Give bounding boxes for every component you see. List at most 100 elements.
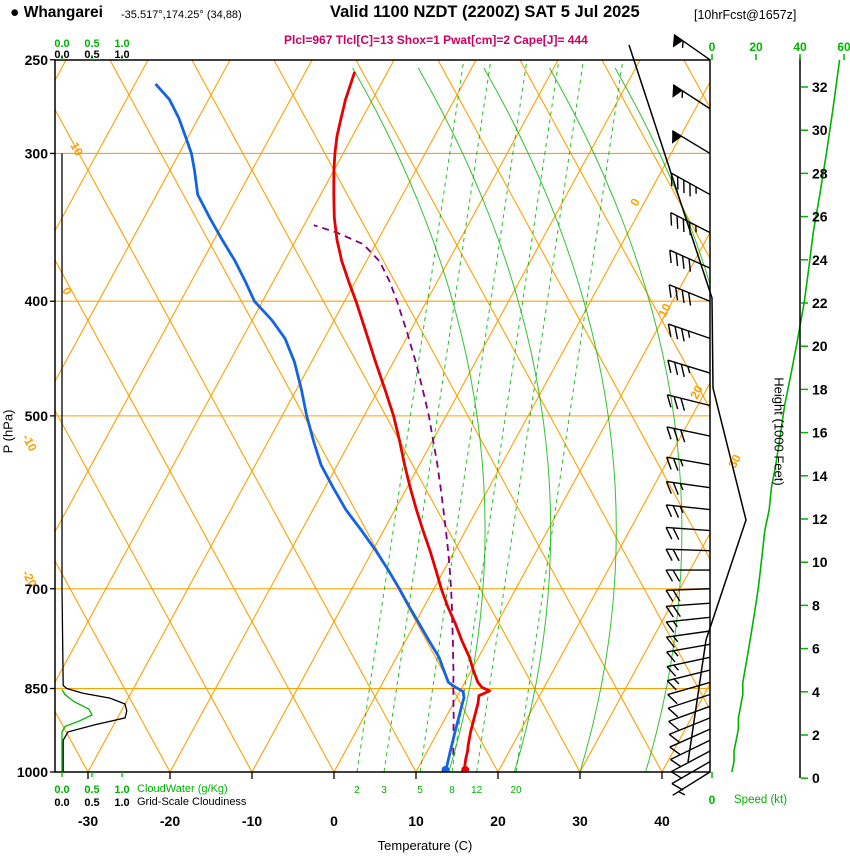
height-tick-label: 30 [812,122,828,138]
isotherm-line [579,532,710,772]
dry-adiabat-label: -10 [19,432,40,454]
speed-tick-label: 60 [837,40,850,54]
temperature-curve [332,71,492,772]
cloud-scale-label: 0.5 [84,49,99,61]
surface-dewpoint-dot [441,766,450,772]
pressure-axis: 250 300 400 500 700 850 1000 [17,52,55,780]
mixing-ratio-label: 5 [417,785,423,796]
moist-adiabat-line [352,67,486,772]
header-station-line: ● Whangarei [10,4,103,22]
parcel-curve [313,224,455,755]
wind-barb [665,548,711,562]
wind-barb [671,130,711,155]
pressure-tick-label: 700 [25,581,49,597]
valid-time: Valid 1100 NZDT (2200Z) SAT 5 Jul 2025 [330,3,640,21]
dry-adiabat-label: 10 [67,140,86,159]
height-tick-label: 2 [812,727,820,743]
isotherm-label: 10 [655,301,674,320]
station-name: Whangarei [23,4,103,21]
wind-barb [668,284,711,306]
height-tick-label: 10 [812,554,828,570]
wind-barb [666,426,711,443]
pressure-tick-label: 850 [25,681,49,697]
wind-barb [666,394,711,411]
moist-adiabat-line [483,67,617,772]
cloud-scale-label: 1.0 [114,784,129,796]
height-tick-label: 24 [812,252,828,268]
mixing-ratio-label: 3 [381,785,387,796]
height-tick-label: 6 [812,641,820,657]
wind-speed-curve [731,59,841,773]
height-tick-label: 20 [812,338,828,354]
mixing-ratio-label: 12 [471,785,483,796]
station-bullet-icon: ● [10,4,20,21]
cloud-scale-label: 0.5 [84,797,99,809]
surface-temp-dot [461,766,470,772]
wind-barb [672,33,711,61]
temperature-axis-title: Temperature (C) [377,838,473,853]
moist-adiabat-line [549,67,683,772]
speed-tick-label: 0 [709,40,716,54]
cloud-scale-label: 0.0 [54,797,69,809]
cloudiness-curve [61,153,128,772]
height-tick-label: 12 [812,511,828,527]
speed-tick-label: 40 [793,40,807,54]
isotherm-line [55,60,231,383]
cloud-profiles [61,153,128,772]
pressure-tick-label: 300 [25,145,49,161]
wind-barb [672,771,711,796]
mixing-ratio-label: 2 [354,785,360,796]
dewpoint-curve [154,82,466,772]
wind-barb [665,569,710,582]
height-tick-label: 16 [812,425,828,441]
temperature-tick-label: -30 [78,813,98,829]
cloud-water-curve [61,689,93,772]
temperature-tick-label: 30 [572,813,588,829]
moist-adiabat-line [614,67,710,286]
height-tick-label: 8 [812,597,820,613]
isotherm-label: 0 [627,196,643,209]
isotherm-line [55,60,149,232]
wind-barb [666,643,711,663]
cloudwater-axis-title: CloudWater (g/Kg) [137,783,228,795]
height-tick-label: 28 [812,165,828,181]
height-tick-label: 26 [812,209,828,225]
forecast-info: [10hrFcst@1657z] [694,8,797,22]
temperature-tick-label: -10 [242,813,262,829]
cloud-scale-label: 0.0 [54,38,69,50]
wind-barb [665,480,711,495]
speed-axis-title: Speed (kt) [734,794,788,806]
cloud-scale-label: 1.0 [114,49,129,61]
cloud-scale-label: 0.5 [84,784,99,796]
wind-barb [668,705,711,731]
height-tick-label: 18 [812,381,828,397]
wind-barb [668,717,711,743]
temperature-tick-label: 40 [654,813,670,829]
sounding-curves [154,71,492,772]
height-tick-label: 32 [812,79,828,95]
wind-barb [665,616,711,633]
height-axis-title: Height (1000 Feet) [771,377,787,486]
wind-barb [669,249,711,272]
pressure-tick-label: 500 [25,408,49,424]
cloud-scale-label: 1.0 [114,38,129,50]
cloud-scale-label: 0.0 [54,784,69,796]
wind-barbs [665,33,711,796]
wind-barb [667,693,711,718]
pressure-axis-title: P (hPa) [0,409,16,454]
wind-barb [672,84,711,110]
cloud-scale-label: 0.5 [84,38,99,50]
wind-barb [669,728,711,756]
wind-barb [671,761,711,791]
wind-barb [665,526,711,540]
height-tick-label: 4 [812,684,820,700]
wind-barb [665,630,711,648]
dry-adiabat-line [601,60,710,260]
wind-barb [667,323,711,342]
pressure-tick-label: 1000 [17,764,48,780]
temperature-tick-label: 0 [330,813,338,829]
cloud-scale-label: 0.0 [54,49,69,61]
